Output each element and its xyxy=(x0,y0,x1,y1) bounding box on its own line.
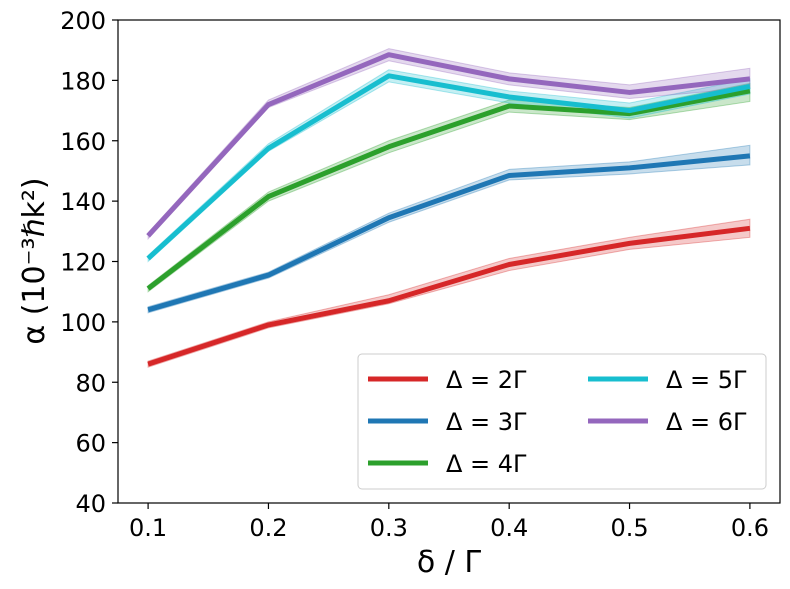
legend-frame xyxy=(357,353,767,490)
x-tick-label-5: 0.6 xyxy=(731,514,769,542)
legend-label-0: Δ = 2Γ xyxy=(446,366,527,394)
series-line-4 xyxy=(146,52,751,238)
y-tick-label-7: 180 xyxy=(60,67,106,95)
series-line-1 xyxy=(147,153,751,313)
y-tick-label-4: 120 xyxy=(60,249,106,277)
error-bands xyxy=(147,48,751,368)
y-tick-label-5: 140 xyxy=(60,188,106,216)
y-tick-label-0: 40 xyxy=(75,490,106,518)
x-tick-label-3: 0.4 xyxy=(490,514,528,542)
x-tick-label-2: 0.3 xyxy=(370,514,408,542)
y-tick-label-1: 60 xyxy=(75,430,106,458)
series-band-1 xyxy=(147,144,751,314)
legend-label-1: Δ = 3Γ xyxy=(446,408,527,436)
series-lines xyxy=(146,52,751,367)
x-tick-label-1: 0.2 xyxy=(249,514,287,542)
series-band-2 xyxy=(147,82,751,293)
legend-label-3: Δ = 5Γ xyxy=(666,366,747,394)
series-line-2 xyxy=(146,88,751,291)
y-tick-label-2: 80 xyxy=(75,369,106,397)
x-tick-label-4: 0.5 xyxy=(610,514,648,542)
y-tick-label-6: 160 xyxy=(60,128,106,156)
x-tick-label-0: 0.1 xyxy=(129,514,167,542)
y-axis: 40 60 80 100 120 140 160 180 200 xyxy=(60,7,118,518)
x-axis: 0.1 0.2 0.3 0.4 0.5 0.6 xyxy=(129,503,769,542)
series-band-4 xyxy=(147,48,751,241)
series-line-3 xyxy=(146,73,751,261)
x-axis-label: δ / Γ xyxy=(417,545,482,580)
y-axis-label: α (10⁻³ℏk²) xyxy=(17,177,52,344)
y-tick-label-3: 100 xyxy=(60,309,106,337)
legend-label-2: Δ = 4Γ xyxy=(446,450,527,478)
legend-label-4: Δ = 6Γ xyxy=(666,408,747,436)
legend: Δ = 2Γ Δ = 3Γ Δ = 4Γ Δ = 5Γ Δ = 6Γ xyxy=(357,353,767,490)
y-tick-label-8: 200 xyxy=(60,7,106,35)
series-line-0 xyxy=(147,225,751,367)
